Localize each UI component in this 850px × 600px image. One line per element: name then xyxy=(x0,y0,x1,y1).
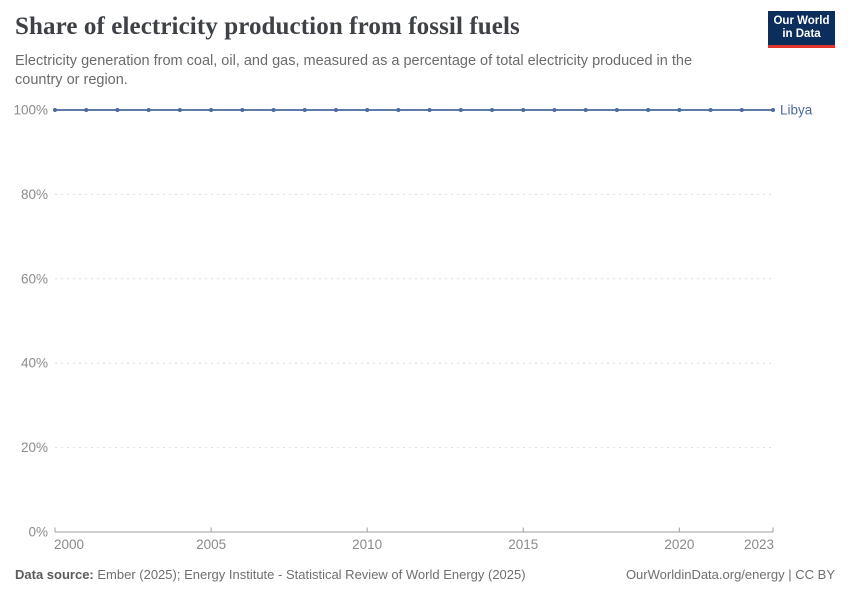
series-point-Libya-2010[interactable] xyxy=(365,108,370,112)
y-tick-label-20%: 20% xyxy=(21,440,48,455)
series-point-Libya-2001[interactable] xyxy=(84,108,89,112)
owid-logo[interactable]: Our World in Data xyxy=(768,11,835,48)
x-tick-label-2020: 2020 xyxy=(664,537,694,552)
y-tick-label-100%: 100% xyxy=(13,103,48,118)
series-point-Libya-2003[interactable] xyxy=(146,108,151,112)
series-point-Libya-2012[interactable] xyxy=(427,108,432,112)
series-point-Libya-2006[interactable] xyxy=(240,108,245,112)
x-tick-label-2015: 2015 xyxy=(508,537,538,552)
y-tick-label-80%: 80% xyxy=(21,187,48,202)
y-tick-label-0%: 0% xyxy=(28,525,48,540)
series-point-Libya-2005[interactable] xyxy=(209,108,214,112)
x-tick-label-2010: 2010 xyxy=(352,537,382,552)
credit-link[interactable]: OurWorldinData.org/energy | CC BY xyxy=(625,567,835,582)
chart-footer: Data source: Ember (2025); Energy Instit… xyxy=(15,567,835,582)
series-point-Libya-2004[interactable] xyxy=(177,108,182,112)
x-tick-label-2005: 2005 xyxy=(196,537,226,552)
series-point-Libya-2019[interactable] xyxy=(646,108,651,112)
y-tick-label-40%: 40% xyxy=(21,356,48,371)
series-point-Libya-2023[interactable] xyxy=(771,108,775,112)
logo-accent-stripe xyxy=(768,45,835,48)
series-label-Libya: Libya xyxy=(780,103,813,118)
logo-text-line2: in Data xyxy=(782,28,821,40)
series-point-Libya-2000[interactable] xyxy=(53,108,57,112)
chart-subtitle: Electricity generation from coal, oil, a… xyxy=(15,53,693,88)
chart-title: Share of electricity production from fos… xyxy=(15,13,520,40)
data-source: Data source: Ember (2025); Energy Instit… xyxy=(15,567,526,582)
x-tick-label-2023: 2023 xyxy=(744,537,774,552)
series-point-Libya-2002[interactable] xyxy=(115,108,120,112)
series-point-Libya-2007[interactable] xyxy=(271,108,276,112)
series-point-Libya-2022[interactable] xyxy=(739,108,744,112)
series-point-Libya-2015[interactable] xyxy=(521,108,526,112)
logo-text-line1: Our World xyxy=(773,15,830,27)
series-point-Libya-2008[interactable] xyxy=(302,108,307,112)
series-point-Libya-2018[interactable] xyxy=(614,108,619,112)
x-tick-label-2000: 2000 xyxy=(54,537,84,552)
series-point-Libya-2017[interactable] xyxy=(583,108,588,112)
series-point-Libya-2013[interactable] xyxy=(458,108,463,112)
series-point-Libya-2009[interactable] xyxy=(333,108,338,112)
series-point-Libya-2021[interactable] xyxy=(708,108,713,112)
series-point-Libya-2016[interactable] xyxy=(552,108,557,112)
series-point-Libya-2011[interactable] xyxy=(396,108,401,112)
series-point-Libya-2020[interactable] xyxy=(677,108,682,112)
y-tick-label-60%: 60% xyxy=(21,271,48,286)
data-source-text: Ember (2025); Energy Institute - Statist… xyxy=(93,567,526,582)
data-source-label: Data source: xyxy=(15,567,94,582)
series-point-Libya-2014[interactable] xyxy=(490,108,495,112)
